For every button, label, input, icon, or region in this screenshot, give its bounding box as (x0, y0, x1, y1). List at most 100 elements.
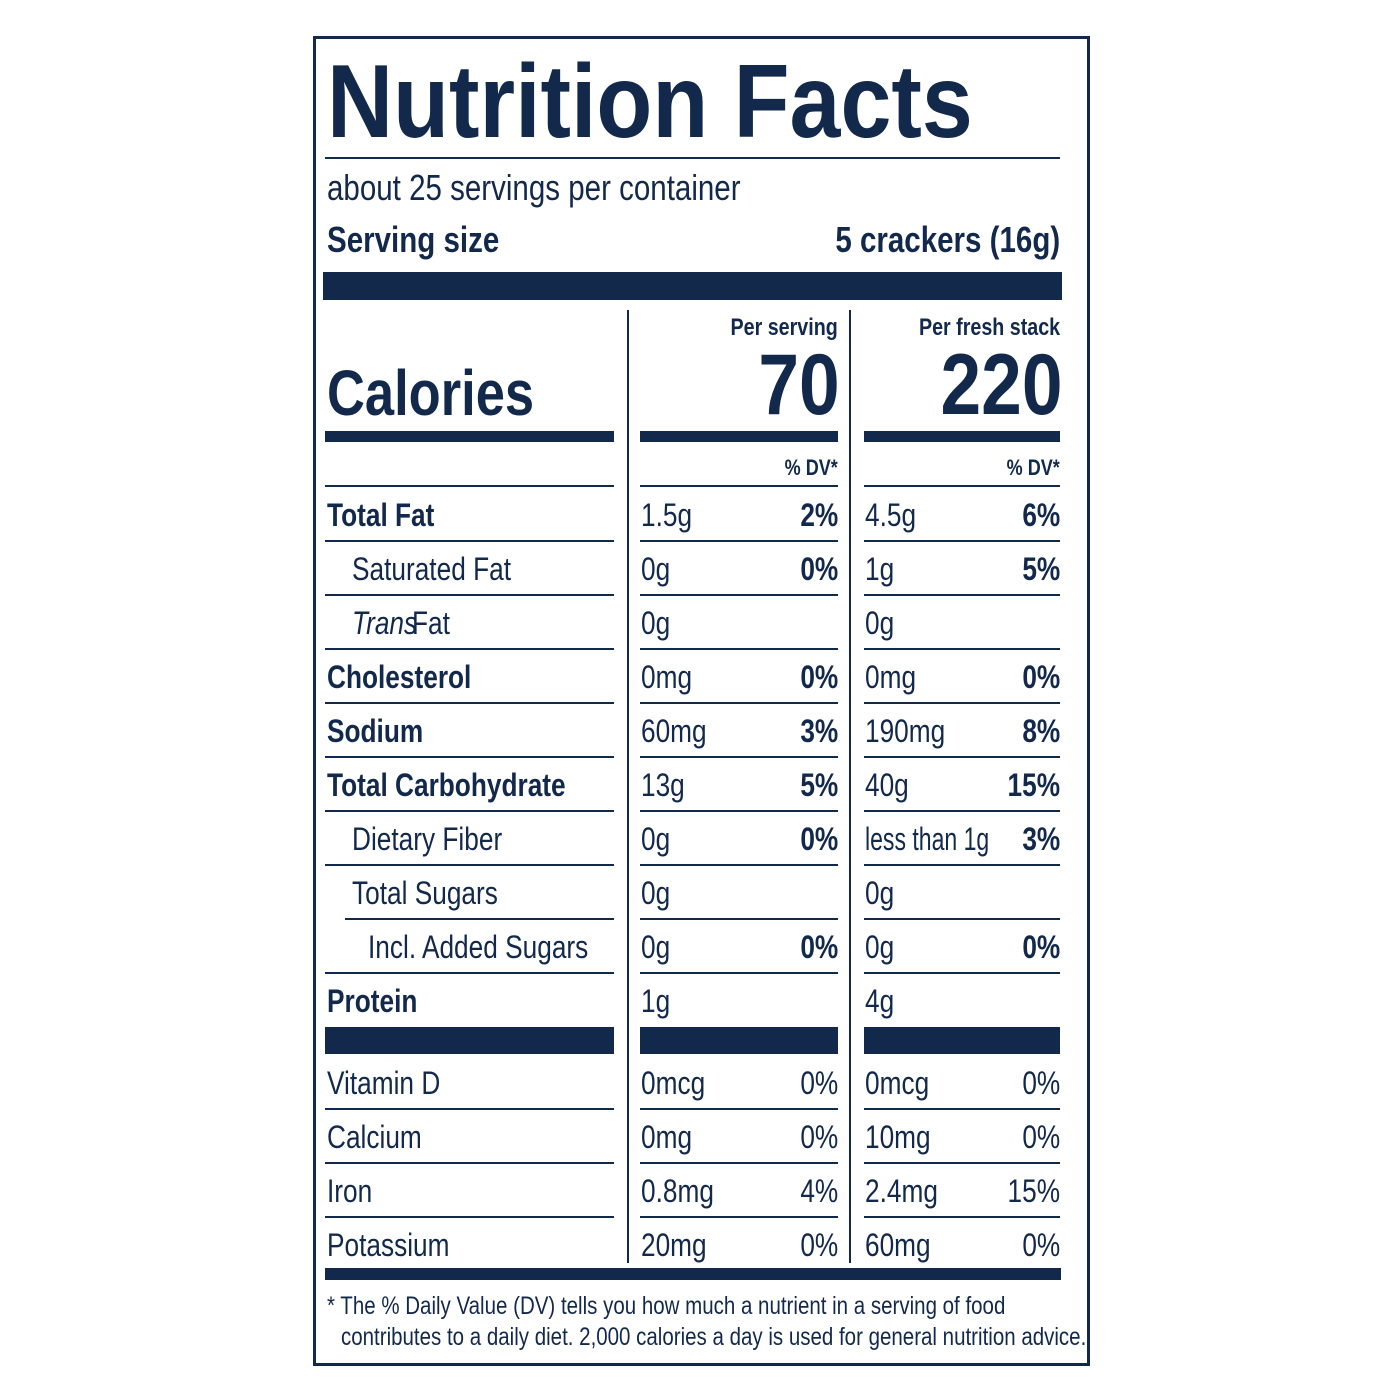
rule (864, 1027, 1060, 1054)
rule (640, 864, 838, 866)
rule (864, 648, 1060, 650)
daily-value: 3% (800, 713, 838, 749)
nutrient-name: Dietary Fiber (352, 821, 503, 857)
rule (864, 972, 1060, 974)
amount: 0g (865, 875, 895, 911)
dv-heading: % DV* (784, 455, 838, 480)
amount: 0g (865, 929, 895, 965)
vitamin-name: Potassium (327, 1227, 450, 1263)
rule (864, 1162, 1060, 1164)
daily-value: 3% (1022, 821, 1060, 857)
nutrient-name: Fat (412, 605, 450, 641)
amount: 1g (641, 983, 671, 1019)
nutrient-name: Total Sugars (352, 875, 498, 911)
servings-per-container: about 25 servings per container (327, 167, 741, 208)
amount: 13g (641, 767, 685, 803)
rule (640, 648, 838, 650)
rule (325, 157, 1060, 159)
calories-label: Calories (327, 357, 535, 429)
amount: 0.8mg (641, 1173, 714, 1209)
amount: 2.4mg (865, 1173, 938, 1209)
footnote: contributes to a daily diet. 2,000 calor… (341, 1322, 1087, 1351)
rule (325, 1162, 614, 1164)
rule (864, 485, 1060, 487)
footnote: * The % Daily Value (DV) tells you how m… (327, 1291, 1006, 1320)
amount: 60mg (865, 1227, 931, 1263)
amount: 0g (641, 551, 671, 587)
daily-value: 2% (800, 497, 838, 533)
rule (640, 594, 838, 596)
rule (640, 540, 838, 542)
daily-value: 6% (1022, 497, 1060, 533)
amount: 10mg (865, 1119, 931, 1155)
vitamin-name: Calcium (327, 1119, 422, 1155)
rule (325, 1216, 614, 1218)
rule (849, 310, 851, 1263)
nutrient-name: Cholesterol (327, 659, 472, 695)
nutrient-name-italic: Trans (352, 605, 418, 641)
daily-value: 0% (800, 821, 838, 857)
rule (325, 1268, 1061, 1280)
rule (640, 702, 838, 704)
daily-value: 0% (1022, 1227, 1060, 1263)
calories-value: 220 (940, 337, 1062, 433)
daily-value: 0% (800, 659, 838, 695)
serving-size-label: Serving size (327, 219, 500, 260)
rule (640, 1027, 838, 1054)
amount: 4.5g (865, 497, 917, 533)
amount: 4g (865, 983, 895, 1019)
amount: 1.5g (641, 497, 693, 533)
serving-size-value: 5 crackers (16g) (835, 219, 1060, 260)
amount: 20mg (641, 1227, 707, 1263)
rule (864, 918, 1060, 920)
nutrient-name: Saturated Fat (352, 551, 511, 587)
rule (325, 864, 614, 866)
column-heading: Per serving (730, 314, 838, 341)
rule (864, 864, 1060, 866)
daily-value: 0% (1022, 1119, 1060, 1155)
rule (640, 810, 838, 812)
daily-value: 0% (800, 1065, 838, 1101)
rule (325, 972, 614, 974)
nutrient-name: Total Carbohydrate (327, 767, 566, 803)
rule (325, 431, 614, 442)
rule (864, 540, 1060, 542)
rule (325, 810, 614, 812)
rule (640, 918, 838, 920)
rule (325, 540, 614, 542)
rule (864, 756, 1060, 758)
amount: 60mg (641, 713, 707, 749)
rule (640, 756, 838, 758)
rule (325, 756, 614, 758)
rule (345, 918, 614, 920)
rule (864, 810, 1060, 812)
rule (325, 702, 614, 704)
amount: 0g (641, 929, 671, 965)
daily-value: 0% (800, 1119, 838, 1155)
vitamin-name: Iron (327, 1173, 373, 1209)
amount: 0mcg (641, 1065, 706, 1101)
amount: 0mg (865, 659, 917, 695)
daily-value: 15% (1007, 767, 1060, 803)
dv-heading: % DV* (1006, 455, 1060, 480)
amount: 0mg (641, 659, 693, 695)
rule (640, 1216, 838, 1218)
rule (640, 1162, 838, 1164)
daily-value: 5% (800, 767, 838, 803)
nutrient-name: Total Fat (327, 497, 435, 533)
rule (325, 594, 614, 596)
nutrient-name: Incl. Added Sugars (368, 929, 589, 965)
amount: 0mcg (865, 1065, 930, 1101)
calories-value: 70 (758, 337, 840, 433)
daily-value: 15% (1007, 1173, 1060, 1209)
rule (640, 431, 838, 442)
column-heading: Per fresh stack (918, 314, 1060, 341)
amount: 0mg (641, 1119, 693, 1155)
daily-value: 0% (1022, 929, 1060, 965)
rule (864, 431, 1060, 442)
amount: 0g (641, 605, 671, 641)
amount: 0g (641, 821, 671, 857)
daily-value: 0% (1022, 659, 1060, 695)
rule (864, 594, 1060, 596)
vitamin-name: Vitamin D (327, 1065, 441, 1101)
